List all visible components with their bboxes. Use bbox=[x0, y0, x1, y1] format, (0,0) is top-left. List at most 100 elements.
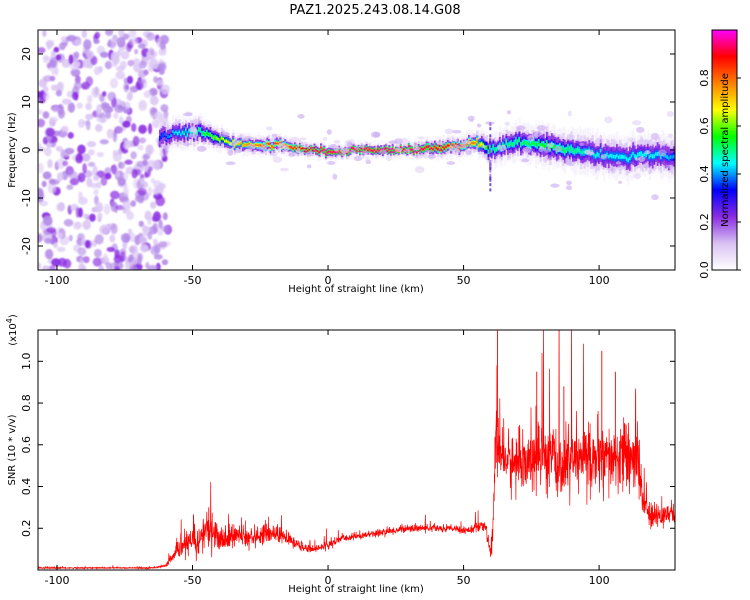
ridge-cell bbox=[412, 151, 416, 153]
noise-speckle bbox=[123, 186, 129, 197]
ridge-cell bbox=[326, 151, 329, 153]
ridge-cell bbox=[207, 133, 211, 136]
noise-speckle bbox=[68, 234, 73, 242]
ridge-cell bbox=[432, 148, 435, 150]
noise-speckle bbox=[106, 106, 114, 113]
noise-speckle bbox=[50, 84, 59, 91]
noise-speckle bbox=[38, 200, 49, 207]
noise-speckle bbox=[159, 39, 166, 50]
ridge-cell bbox=[411, 148, 414, 151]
ridge-cell bbox=[246, 143, 250, 146]
noise-speckle bbox=[106, 91, 115, 101]
ridge-cell bbox=[227, 140, 230, 143]
ridge-cell bbox=[516, 140, 520, 145]
noise-speckle bbox=[127, 59, 135, 67]
noise-speckle bbox=[79, 257, 84, 268]
ridge-halo-speckle bbox=[480, 144, 486, 149]
noise-speckle bbox=[117, 161, 126, 170]
ridge-halo-speckle bbox=[467, 115, 475, 121]
ridge-cell bbox=[562, 147, 565, 152]
noise-speckle bbox=[93, 38, 100, 45]
noise-speckle bbox=[93, 175, 100, 182]
noise-speckle bbox=[44, 238, 53, 244]
ridge-halo-speckle bbox=[631, 120, 642, 126]
ridge-halo-speckle bbox=[650, 132, 659, 140]
ridge-cell bbox=[419, 149, 422, 152]
ridge-cell bbox=[666, 154, 669, 160]
noise-speckle bbox=[38, 47, 46, 54]
ridge-halo-speckle bbox=[182, 142, 191, 146]
ridge-halo-speckle bbox=[301, 141, 309, 148]
ridge-cell bbox=[490, 148, 494, 152]
noise-speckle bbox=[147, 231, 153, 240]
ridge-cell bbox=[383, 148, 386, 151]
spectrogram-noise bbox=[38, 30, 173, 270]
noise-speckle bbox=[53, 242, 58, 249]
noise-speckle bbox=[43, 91, 50, 101]
ridge-cell bbox=[328, 150, 331, 153]
ridge-cell bbox=[393, 151, 396, 153]
ridge-cell bbox=[433, 145, 437, 148]
snr-x-label: Height of straight line (km) bbox=[288, 584, 424, 595]
ridge-cell bbox=[619, 154, 622, 160]
noise-speckle bbox=[111, 164, 118, 175]
snr-x-tick-label: 100 bbox=[589, 574, 610, 587]
noise-speckle bbox=[78, 191, 83, 201]
ridge-cell bbox=[271, 145, 274, 148]
ridge-halo-speckle bbox=[638, 155, 646, 163]
ridge-cell bbox=[170, 134, 173, 137]
noise-speckle bbox=[106, 246, 116, 253]
ridge-halo-speckle bbox=[394, 138, 404, 145]
noise-speckle bbox=[93, 66, 101, 76]
ridge-halo-speckle bbox=[649, 139, 654, 147]
noise-speckle bbox=[158, 219, 163, 229]
noise-speckle bbox=[104, 30, 114, 36]
ridge-cell bbox=[233, 144, 237, 147]
ridge-cell bbox=[183, 132, 186, 136]
colorbar-tick-label: 0.8 bbox=[698, 69, 711, 87]
ridge-cell bbox=[622, 155, 625, 159]
ridge-halo-speckle bbox=[401, 137, 409, 145]
noise-speckle bbox=[38, 146, 45, 152]
ridge-cell bbox=[474, 142, 477, 145]
snr-y-tick-label: 1.0 bbox=[20, 353, 33, 371]
ridge-cell bbox=[572, 148, 575, 153]
ridge-cell bbox=[313, 146, 316, 149]
ridge-cell bbox=[209, 133, 212, 136]
spectrogram-y-label: Frequency (Hz) bbox=[7, 112, 18, 188]
ridge-halo-speckle bbox=[257, 146, 264, 150]
ridge-halo-speckle bbox=[220, 131, 230, 138]
ridge-cell bbox=[537, 140, 541, 145]
spectrogram-x-tick-label: 0 bbox=[325, 274, 332, 287]
ridge-cell bbox=[256, 144, 259, 147]
ridge-cell bbox=[445, 145, 448, 148]
colorbar-label: Normalized spectral amplitude bbox=[720, 73, 731, 227]
ridge-cell bbox=[238, 142, 242, 145]
noise-speckle bbox=[49, 179, 60, 185]
ridge-cell bbox=[440, 148, 443, 151]
snr-y-axis: 0.2 0.4 0.6 0.8 1.0 bbox=[20, 353, 675, 537]
ridge-halo-speckle bbox=[506, 110, 512, 115]
noise-speckle bbox=[129, 265, 138, 270]
ridge-cell bbox=[372, 150, 375, 152]
noise-speckle bbox=[67, 131, 74, 139]
ridge-cell bbox=[293, 146, 297, 148]
spectrogram-x-tick-label: 50 bbox=[457, 274, 471, 287]
noise-speckle bbox=[112, 151, 122, 162]
ridge-cell bbox=[456, 143, 460, 146]
ridge-halo-speckle bbox=[215, 142, 220, 148]
ridge-cell bbox=[629, 157, 632, 161]
noise-speckle bbox=[38, 142, 42, 148]
spike-cell bbox=[489, 162, 492, 166]
noise-speckle bbox=[134, 234, 141, 246]
ridge-cell bbox=[171, 130, 175, 133]
ridge-cell bbox=[672, 154, 675, 159]
ridge-cell bbox=[425, 145, 429, 148]
noise-speckle bbox=[57, 108, 66, 119]
ridge-cell bbox=[578, 148, 581, 153]
ridge-halo-speckle bbox=[289, 136, 300, 143]
noise-speckle bbox=[138, 60, 147, 69]
noise-speckle bbox=[137, 69, 147, 79]
ridge-cell bbox=[295, 148, 298, 150]
